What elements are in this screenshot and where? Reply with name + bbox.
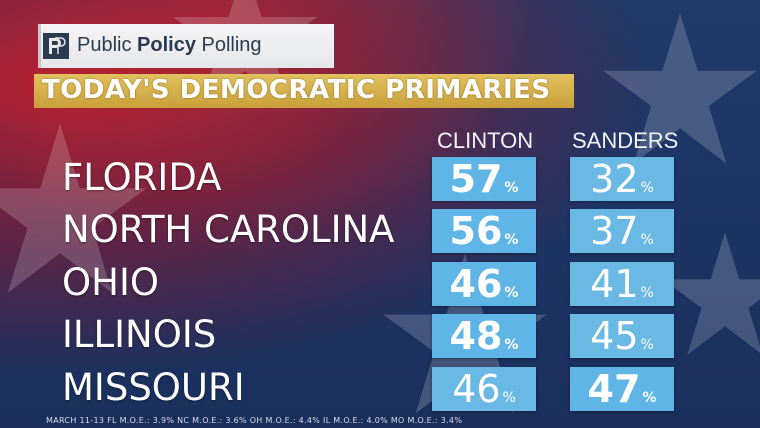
value-number: 37 xyxy=(590,209,639,253)
column-header-clinton: CLINTON xyxy=(437,128,534,153)
star-icon xyxy=(603,13,757,164)
value-number: 57 xyxy=(449,157,503,201)
percent-sign: % xyxy=(504,232,519,248)
percent-sign: % xyxy=(640,232,654,248)
value-number: 45 xyxy=(590,314,639,358)
percent-sign: % xyxy=(502,390,516,406)
brand-header: Public Policy Polling xyxy=(38,24,334,68)
percent-sign: % xyxy=(504,285,519,301)
sanders-value: 37% xyxy=(570,209,674,253)
percent-sign: % xyxy=(642,390,657,406)
sanders-value: 32% xyxy=(570,157,674,201)
star-icon xyxy=(662,232,760,355)
sanders-value: 47% xyxy=(570,367,674,411)
state-label: FLORIDA xyxy=(62,156,222,199)
value-number: 41 xyxy=(590,262,639,306)
value-number: 47 xyxy=(587,367,641,411)
brand-name: Public Policy Polling xyxy=(77,34,262,56)
state-label: MISSOURI xyxy=(62,366,245,409)
state-label: NORTH CAROLINA xyxy=(62,208,395,251)
percent-sign: % xyxy=(640,180,654,196)
percent-sign: % xyxy=(640,337,654,353)
percent-sign: % xyxy=(504,180,519,196)
percent-sign: % xyxy=(504,337,519,353)
ppp-logo-icon xyxy=(43,33,69,59)
star-icon xyxy=(0,123,147,293)
state-label: ILLINOIS xyxy=(62,313,217,356)
clinton-value: 57% xyxy=(432,157,536,201)
state-label: OHIO xyxy=(62,261,159,304)
clinton-value: 56% xyxy=(432,209,536,253)
sanders-value: 45% xyxy=(570,314,674,358)
value-number: 46 xyxy=(449,262,503,306)
page-title: TODAY'S DEMOCRATIC PRIMARIES xyxy=(42,75,551,105)
percent-sign: % xyxy=(640,285,654,301)
clinton-value: 46% xyxy=(432,367,536,411)
footnote: MARCH 11-13 FL M.O.E.: 3.9% NC M.O.E.: 3… xyxy=(46,416,463,425)
value-number: 32 xyxy=(590,157,639,201)
column-header-sanders: SANDERS xyxy=(572,128,679,153)
title-bar xyxy=(34,74,574,108)
value-number: 56 xyxy=(449,209,503,253)
clinton-value: 48% xyxy=(432,314,536,358)
clinton-value: 46% xyxy=(432,262,536,306)
value-number: 46 xyxy=(452,367,501,411)
value-number: 48 xyxy=(449,314,503,358)
sanders-value: 41% xyxy=(570,262,674,306)
